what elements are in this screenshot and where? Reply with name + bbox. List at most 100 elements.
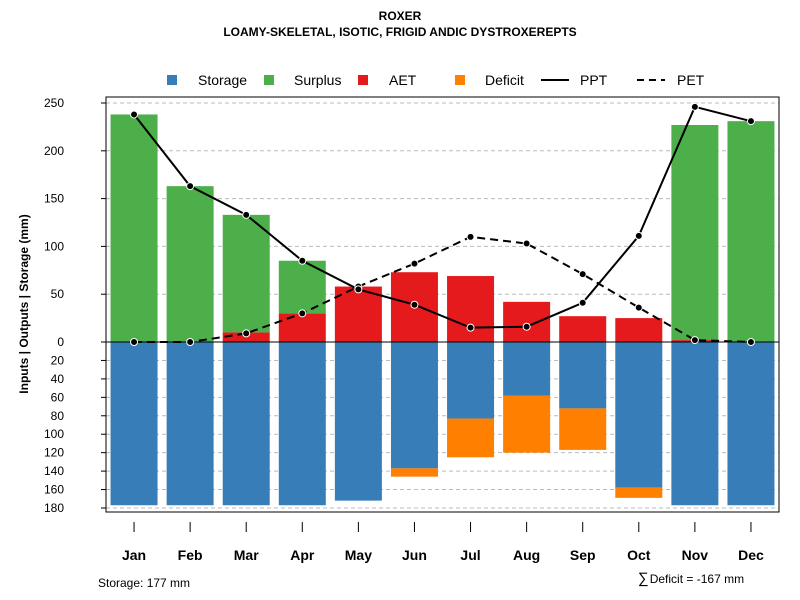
storage-bar	[110, 342, 158, 506]
x-tick-label: Jun	[402, 547, 427, 563]
storage-bar	[727, 342, 775, 506]
storage-bar	[222, 342, 270, 506]
storage-bar	[390, 342, 438, 469]
y-tick-label: 60	[51, 390, 65, 404]
ppt-point	[634, 231, 643, 240]
ppt-point	[354, 285, 363, 294]
y-tick-label: 20	[51, 353, 65, 367]
surplus-bar	[110, 114, 158, 342]
x-tick-label: Dec	[738, 547, 764, 563]
legend-storage-swatch	[167, 75, 177, 85]
aet-bar	[615, 318, 663, 342]
pet-point	[578, 270, 587, 279]
x-tick-label: May	[345, 547, 372, 563]
ppt-point	[186, 182, 195, 191]
aet-bar	[503, 301, 551, 342]
ppt-point	[746, 117, 755, 126]
ppt-line	[133, 105, 752, 329]
deficit-bar	[447, 418, 495, 458]
pet-point	[690, 336, 699, 345]
y-axis-title: Inputs | Outputs | Storage (mm)	[17, 214, 31, 393]
x-tick-label: Aug	[513, 547, 540, 563]
y-tick-label: 80	[51, 409, 65, 423]
pet-point	[634, 303, 643, 312]
y-tick-label: 100	[44, 239, 64, 253]
legend-surplus-swatch	[264, 75, 274, 85]
y-tick-label: 100	[44, 427, 64, 441]
surplus-bar	[166, 186, 214, 342]
x-tick-label: Mar	[234, 547, 259, 563]
ppt-point	[298, 256, 307, 265]
aet-bar	[278, 313, 326, 342]
legend-storage-label: Storage	[198, 72, 248, 88]
y-tick-label: 250	[44, 96, 64, 110]
storage-bar	[334, 342, 382, 501]
legend-deficit-label: Deficit	[485, 72, 524, 88]
legend-aet-label: AET	[389, 72, 417, 88]
legend-ppt-label: PPT	[580, 72, 608, 88]
y-tick-label: 40	[51, 372, 65, 386]
chart-subtitle: LOAMY-SKELETAL, ISOTIC, FRIGID ANDIC DYS…	[223, 25, 577, 39]
storage-bar	[671, 342, 719, 506]
pet-point	[522, 239, 531, 248]
deficit-bar	[503, 395, 551, 453]
ppt-point	[410, 300, 419, 309]
ppt-point	[130, 110, 139, 119]
pet-point	[298, 309, 307, 318]
x-tick-label: Jan	[122, 547, 146, 563]
chart-legend: Storage Surplus AET Deficit PPT PET	[0, 70, 800, 90]
legend-pet-line	[637, 79, 665, 81]
deficit-bar	[390, 468, 438, 477]
x-tick-label: Sep	[570, 547, 596, 563]
y-tick-label: 140	[44, 464, 64, 478]
ppt-point	[466, 323, 475, 332]
pet-point	[746, 338, 755, 346]
surplus-bar	[671, 124, 719, 341]
pet-point	[466, 232, 475, 241]
ppt-point	[690, 102, 699, 111]
ppt-point	[242, 210, 251, 219]
deficit-bar	[615, 487, 663, 498]
storage-bar	[278, 342, 326, 506]
y-tick-label: 150	[44, 192, 64, 206]
legend-surplus-label: Surplus	[294, 72, 342, 88]
aet-bar	[334, 286, 382, 342]
plot-frame	[105, 96, 780, 513]
aet-bar	[559, 316, 607, 342]
legend-ppt-line	[541, 79, 569, 81]
sum-symbol: ∑	[638, 570, 649, 587]
storage-bar	[447, 342, 495, 419]
deficit-bar	[559, 408, 607, 450]
storage-footnote: Storage: 177 mm	[98, 576, 191, 590]
storage-bar	[166, 342, 214, 506]
pet-point	[186, 338, 195, 346]
x-tick-label: Feb	[178, 547, 203, 563]
surplus-bar	[222, 214, 270, 333]
pet-point	[242, 329, 251, 338]
x-tick-label: Oct	[627, 547, 651, 563]
chart-title: ROXER	[378, 9, 422, 23]
deficit-footnote: ∑Deficit = -167 mm	[638, 570, 744, 587]
x-tick-label: Nov	[682, 547, 709, 563]
surplus-bar	[727, 121, 775, 342]
y-tick-label: 50	[51, 287, 65, 301]
pet-point	[130, 338, 139, 346]
ppt-point	[522, 322, 531, 331]
y-tick-label: 0	[57, 335, 64, 349]
legend-aet-swatch	[358, 75, 368, 85]
ppt-point	[578, 298, 587, 307]
y-tick-label: 160	[44, 483, 64, 497]
x-tick-label: Apr	[290, 547, 315, 563]
y-tick-label: 120	[44, 446, 64, 460]
deficit-total: Deficit = -167 mm	[649, 572, 745, 586]
x-tick-label: Jul	[460, 547, 480, 563]
storage-bar	[559, 342, 607, 409]
aet-bar	[447, 276, 495, 342]
storage-bar	[615, 342, 663, 488]
storage-bar	[503, 342, 551, 396]
legend-deficit-swatch	[455, 75, 465, 85]
pet-point	[410, 259, 419, 268]
pet-line	[134, 235, 751, 343]
y-tick-label: 200	[44, 144, 64, 158]
